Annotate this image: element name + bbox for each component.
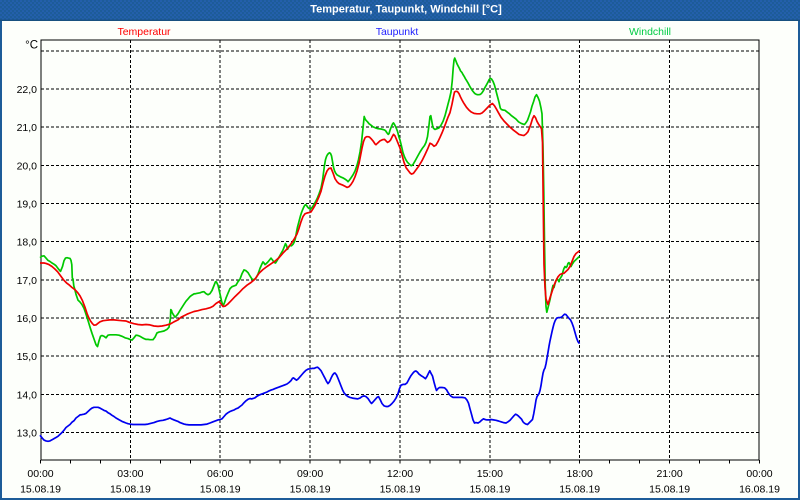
svg-text:13,0: 13,0 — [17, 428, 38, 440]
svg-text:15.08.19: 15.08.19 — [20, 484, 61, 496]
svg-text:00:00: 00:00 — [27, 468, 53, 480]
svg-text:15.08.19: 15.08.19 — [290, 484, 331, 496]
svg-text:15:00: 15:00 — [477, 468, 503, 480]
svg-text:15.08.19: 15.08.19 — [380, 484, 421, 496]
svg-text:18:00: 18:00 — [567, 468, 593, 480]
svg-text:Taupunkt: Taupunkt — [376, 26, 419, 38]
svg-text:Temperatur, Taupunkt, Windchil: Temperatur, Taupunkt, Windchill [°C] — [310, 4, 502, 16]
svg-text:16,0: 16,0 — [17, 313, 38, 325]
svg-text:15.08.19: 15.08.19 — [110, 484, 151, 496]
svg-text:15,0: 15,0 — [17, 351, 38, 363]
svg-text:03:00: 03:00 — [117, 468, 143, 480]
svg-text:06:00: 06:00 — [207, 468, 233, 480]
svg-text:14,0: 14,0 — [17, 389, 38, 401]
svg-text:20,0: 20,0 — [17, 160, 38, 172]
svg-text:Temperatur: Temperatur — [117, 26, 171, 38]
svg-text:17,0: 17,0 — [17, 275, 38, 287]
svg-text:15.08.19: 15.08.19 — [469, 484, 510, 496]
svg-text:22,0: 22,0 — [17, 84, 38, 96]
svg-text:00:00: 00:00 — [746, 468, 772, 480]
svg-text:12:00: 12:00 — [387, 468, 413, 480]
svg-text:18,0: 18,0 — [17, 237, 38, 249]
svg-text:15.08.19: 15.08.19 — [200, 484, 241, 496]
svg-text:15.08.19: 15.08.19 — [559, 484, 600, 496]
svg-text:21:00: 21:00 — [656, 468, 682, 480]
svg-text:19,0: 19,0 — [17, 199, 38, 211]
svg-text:09:00: 09:00 — [297, 468, 323, 480]
svg-text:°C: °C — [25, 40, 38, 52]
svg-text:15.08.19: 15.08.19 — [649, 484, 690, 496]
svg-text:Windchill: Windchill — [629, 26, 671, 38]
svg-text:21,0: 21,0 — [17, 122, 38, 134]
svg-text:16.08.19: 16.08.19 — [739, 484, 780, 496]
